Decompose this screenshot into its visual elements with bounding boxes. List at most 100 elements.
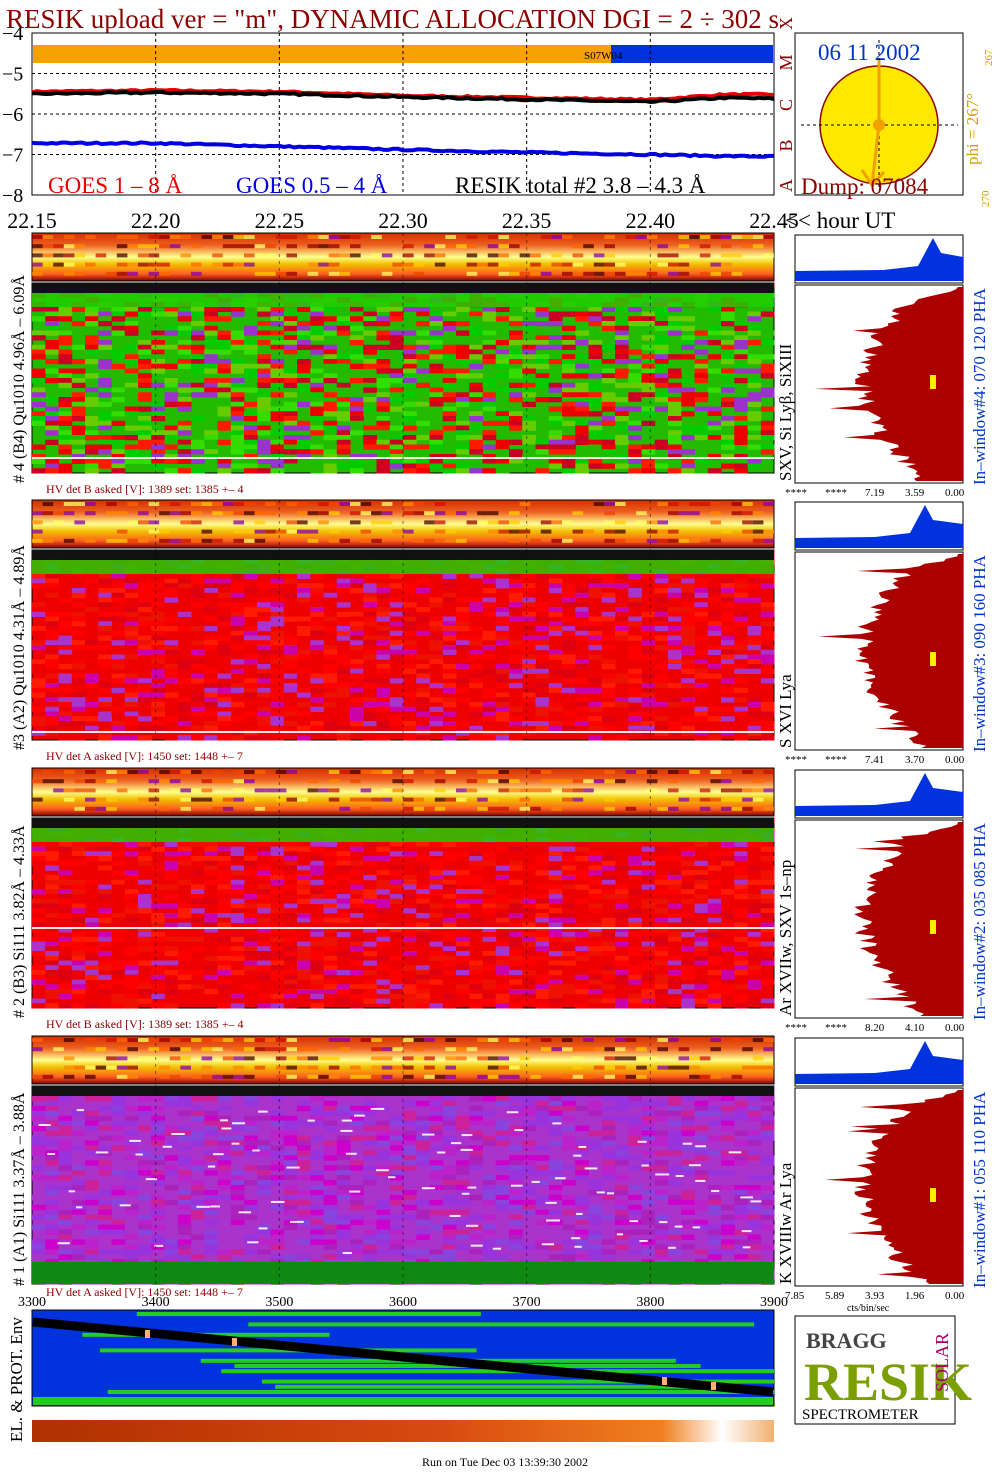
status-bar-label: S07W04 (584, 50, 623, 62)
detector-panel-1: HV det A asked [V]: 1450 set: 1448 +– 7#… (10, 1036, 989, 1314)
panel-window-label: In–window#2: 035 085 PHA (970, 822, 989, 1020)
panel-lines-label: Ar XVIIw, SXV 1s–np (776, 860, 795, 1016)
pha-scale-label: **** (785, 487, 807, 499)
sun-date: 06 11 2002 (818, 40, 921, 65)
panel-hv-text: HV det A asked [V]: 1450 set: 1448 +– 7 (46, 749, 243, 763)
panel-detector-label: # 1 (A1) Si111 3.37Å – 3.88Å (10, 1092, 28, 1286)
flare-class-label: X (776, 17, 796, 30)
panel-window-label: In–window#4: 070 120 PHA (970, 287, 989, 485)
sun-panel: 06 11 2002 Dump: 07084 phi = 267° 267 27… (795, 33, 995, 207)
pha-scale-label: **** (825, 1022, 847, 1034)
panel-hv-text: HV det B asked [V]: 1389 set: 1385 +– 4 (46, 1017, 244, 1031)
sun-dump: Dump: 07084 (801, 174, 929, 199)
resik-logo: BRAGG RESIK SOLAR SPECTROMETER (795, 1316, 972, 1424)
orbit-tick-label: 3300 (18, 1295, 46, 1310)
orbit-marker (232, 1338, 237, 1346)
flare-class-labels: A B C M X (776, 17, 796, 192)
time-tick-label: 22.40 (626, 208, 676, 233)
pha-scale-label: 1.96 (905, 1290, 925, 1302)
panel-lines-label: S XVI Lya (776, 674, 795, 748)
pha-scale-label: 0.00 (945, 754, 965, 766)
legend-goes-0-5-4: GOES 0.5 – 4 Å (236, 173, 388, 198)
panel-bottom-band (32, 1262, 774, 1284)
goes-y-tick-label: −5 (2, 64, 23, 86)
time-tick-label: 22.35 (502, 208, 552, 233)
orbit-tick-label: 3700 (513, 1295, 541, 1310)
pha-scale-label: **** (825, 754, 847, 766)
pha-scale-label: 7.41 (865, 754, 884, 766)
pha-scale-label: **** (785, 754, 807, 766)
goes-y-tick-label: −4 (2, 23, 23, 45)
pha-scale-label: **** (825, 487, 847, 499)
environment-label: EL. & PROT. Env (7, 1317, 26, 1442)
orbit-marker (145, 1330, 150, 1338)
panel-detector-label: #3 (A2) Qu1010 4.31Å – 4.89Å (10, 545, 28, 750)
orbit-marker (711, 1382, 716, 1390)
flare-class-label: C (776, 99, 796, 111)
orbit-tick-label: 3600 (389, 1295, 417, 1310)
flare-class-label: M (776, 54, 796, 70)
pha-scale-label: 3.70 (905, 754, 925, 766)
pha-scale-label: 7.19 (865, 487, 885, 499)
orbit-marker (662, 1377, 667, 1385)
legend-resik-total: RESIK total #2 3.8 – 4.3 Å (455, 173, 706, 198)
time-tick-label: 22.30 (378, 208, 428, 233)
pha-scale-label: **** (785, 1022, 807, 1034)
pha-scale-label: 0.00 (945, 487, 965, 499)
orbit-tick-label: 3500 (265, 1295, 293, 1310)
panel-window-label: In–window#3: 090 160 PHA (970, 554, 989, 752)
legend-goes-1-8: GOES 1 – 8 Å (48, 173, 183, 198)
time-tick-label: 22.25 (255, 208, 305, 233)
goes-panel: S07W04 −4 −5 −6 −7 −8 A B C M X GOES 1 – 8 Å GOE… (2, 17, 796, 207)
orbit-tick-label: 3800 (636, 1295, 664, 1310)
spectral-panels: HV det B asked [V]: 1389 set: 1385 +– 4 #… (10, 233, 989, 1314)
sun-phi-label: phi = 267° (963, 93, 982, 165)
detector-panel-2: HV det B asked [V]: 1389 set: 1385 +– 4 #… (10, 768, 989, 1034)
pha-window-marker (930, 920, 936, 934)
logo-solar: SOLAR (932, 1333, 952, 1392)
environment-panel: EL. & PROT. Env (7, 1310, 774, 1442)
panel-hv-text: HV det B asked [V]: 1389 set: 1385 +– 4 (46, 482, 244, 496)
pha-scale-label: 0.00 (945, 1022, 965, 1034)
pha-window-marker (930, 375, 936, 389)
logo-bragg: BRAGG (806, 1328, 887, 1353)
panel-lines-label: SXV, Si Lyβ, SiXIII (776, 343, 795, 481)
page-title: RESIK upload ver = "m", DYNAMIC ALLOCATI… (6, 4, 779, 34)
time-tick-label: 22.15 (7, 208, 57, 233)
flare-class-label: A (776, 179, 796, 192)
flare-class-label: B (776, 139, 796, 151)
detector-panel-3: HV det A asked [V]: 1450 set: 1448 +– 7 #… (10, 500, 989, 766)
panel-window-label: In–window#1: 055 110 PHA (970, 1091, 989, 1288)
panel-lines-label: K XVIIIw Ar Lya (776, 1162, 795, 1284)
sun-phi-small: 267 (983, 49, 995, 66)
time-tick-label: 22.20 (131, 208, 181, 233)
goes-y-tick-label: −8 (2, 185, 23, 207)
pha-scale-label: 3.93 (865, 1290, 885, 1302)
pha-window-marker (930, 652, 936, 666)
goes-y-ticks: −4 −5 −6 −7 −8 (2, 23, 23, 207)
environment-color-strip (32, 1420, 774, 1442)
panel-detector-label: # 2 (B3) Si111 3.82Å – 4.33Å (10, 825, 28, 1018)
orbit-tick-label: 3900 (760, 1295, 788, 1310)
pha-scale-label: 5.89 (825, 1290, 845, 1302)
time-axis-unit: << hour UT (785, 208, 895, 233)
pha-scale-label: 4.10 (905, 1022, 925, 1034)
logo-spectrometer: SPECTROMETER (802, 1407, 919, 1423)
sun-target-dot (873, 119, 885, 131)
pha-unit-label: cts/bin/sec (847, 1303, 890, 1314)
status-bar-blue (611, 45, 773, 63)
goes-y-tick-label: −7 (2, 145, 23, 167)
orbit-tick-label: 3400 (142, 1295, 170, 1310)
pha-scale-label: 8.20 (865, 1022, 885, 1034)
pha-scale-label: 0.00 (945, 1290, 965, 1302)
goes-y-tick-label: −6 (2, 104, 23, 126)
panel-detector-label: # 4 (B4) Qu1010 4.96Å – 6.09Å (10, 275, 28, 483)
sun-angle-label: 270 (980, 190, 992, 207)
detector-panel-4: HV det B asked [V]: 1389 set: 1385 +– 4 #… (10, 233, 989, 499)
pha-window-marker (930, 1188, 936, 1202)
status-bar-orange (33, 45, 611, 63)
run-timestamp: Run on Tue Dec 03 13:39:30 2002 (422, 1455, 588, 1469)
